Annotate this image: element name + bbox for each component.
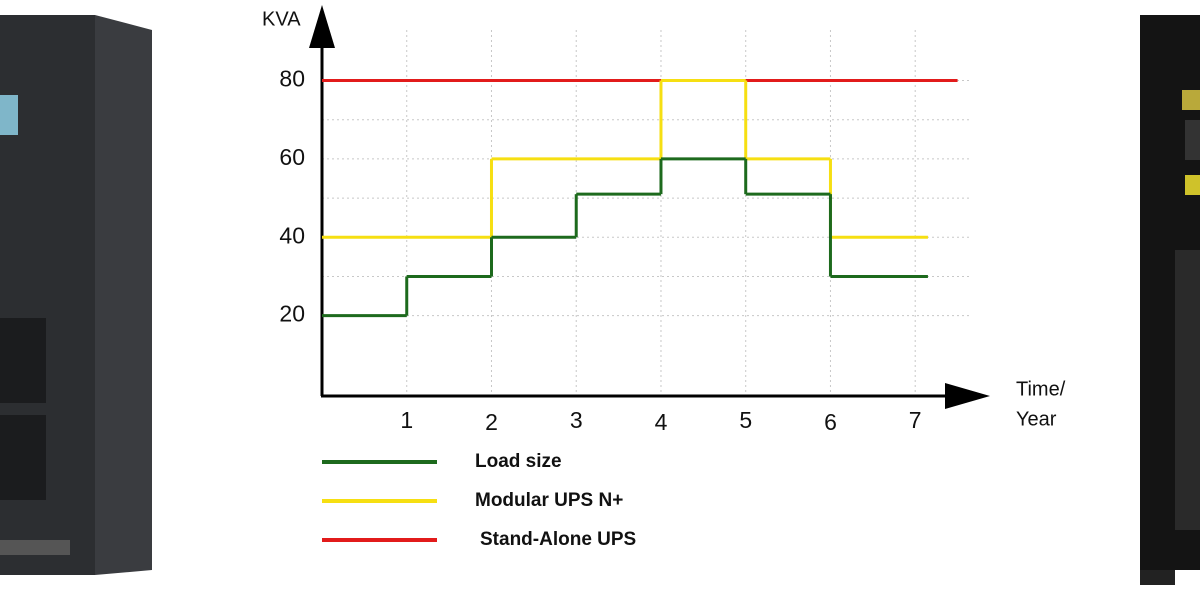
y-axis-label: KVA [262,8,301,30]
x-axis-arrow [945,383,990,409]
legend-label: Stand-Alone UPS [480,529,636,550]
x-tick-label: 4 [655,409,668,435]
y-tick-label: 60 [279,144,305,170]
x-tick-label: 5 [739,407,752,433]
x-tick-label: 7 [909,407,922,433]
x-axis-label: Year [1016,408,1057,430]
legend-label: Load size [475,451,562,472]
x-tick-label: 3 [570,407,583,433]
left-cabinet [0,15,152,575]
right-cabinet [1140,15,1200,585]
x-tick-label: 6 [824,409,837,435]
y-tick-label: 80 [279,66,305,92]
x-tick-label: 2 [485,409,498,435]
y-axis-arrow [309,5,335,48]
legend-label: Modular UPS N+ [475,490,623,511]
x-tick-label: 1 [400,407,413,433]
y-tick-label: 40 [279,222,305,248]
y-tick-label: 20 [279,301,305,327]
x-axis-label: Time/ [1016,378,1066,400]
